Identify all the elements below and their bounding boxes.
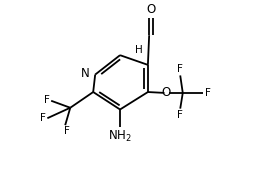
Text: F: F xyxy=(63,126,69,136)
Text: O: O xyxy=(162,86,171,99)
Text: H: H xyxy=(135,45,143,55)
Text: F: F xyxy=(177,110,183,120)
Text: O: O xyxy=(147,3,156,16)
Text: F: F xyxy=(40,113,46,123)
Text: NH$_2$: NH$_2$ xyxy=(108,129,132,144)
Text: F: F xyxy=(177,64,183,74)
Text: N: N xyxy=(81,67,90,80)
Text: F: F xyxy=(44,95,50,105)
Text: F: F xyxy=(205,88,211,98)
